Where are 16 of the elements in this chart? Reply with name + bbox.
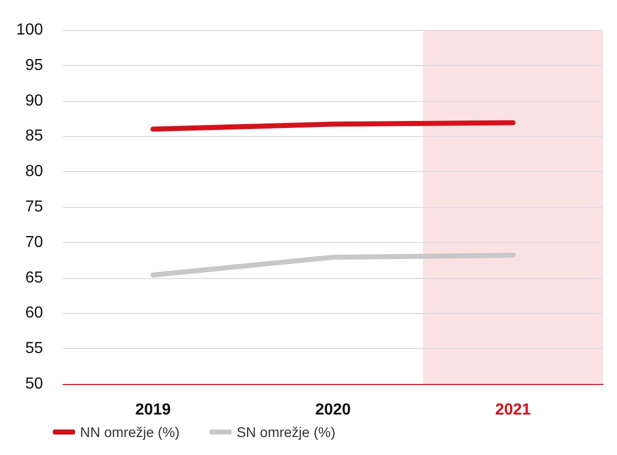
x-tick-label: 2021 xyxy=(495,402,531,418)
y-tick-label: 85 xyxy=(25,128,44,145)
y-tick-label: 55 xyxy=(25,340,44,358)
y-tick-label: 65 xyxy=(25,269,44,286)
legend-label: SN omrežje (%) xyxy=(236,424,336,440)
y-tick-label: 90 xyxy=(25,92,44,110)
y-tick-label: 70 xyxy=(25,234,44,251)
y-tick-label: 95 xyxy=(25,56,44,74)
y-tick-label: 80 xyxy=(25,163,44,180)
legend-label: NN omrežje (%) xyxy=(80,424,180,440)
x-tick-label: 2019 xyxy=(135,402,171,418)
y-tick-label: 100 xyxy=(16,22,44,38)
y-tick-label: 50 xyxy=(25,376,44,392)
y-tick-label: 75 xyxy=(25,198,44,216)
x-tick-label: 2020 xyxy=(315,402,351,418)
y-tick-label: 60 xyxy=(25,304,44,322)
